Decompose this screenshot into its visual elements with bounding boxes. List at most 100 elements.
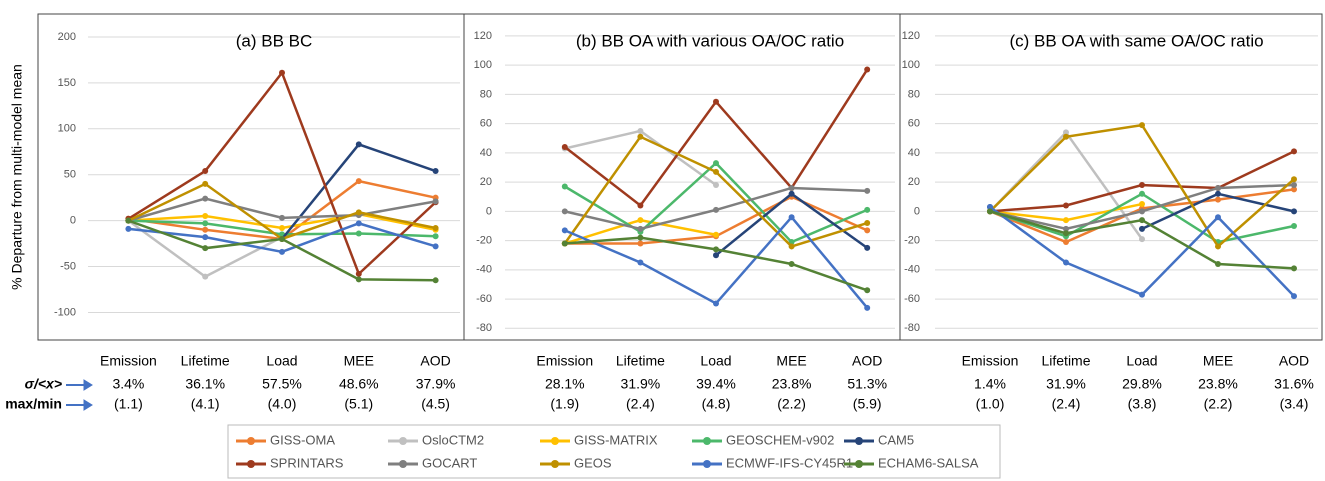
point [561,208,568,215]
point [637,240,644,247]
x-tick-label: Load [1126,353,1157,369]
point [713,246,719,253]
point [1139,217,1145,224]
y-tick-label: 120 [474,30,492,42]
y-tick-label: 20 [908,176,920,188]
stat-maxmin: (5.9) [853,396,882,412]
x-tick-label: Load [266,353,297,369]
point [788,243,795,250]
y-tick-label: -20 [476,234,492,246]
point [637,127,644,134]
point [1063,129,1069,136]
point [1291,148,1297,155]
point [713,252,719,259]
stat-maxmin: (2.4) [1052,396,1081,412]
y-tick-label: 50 [64,169,76,181]
point [1139,201,1145,208]
legend-label: ECHAM6-SALSA [878,455,979,470]
point [355,276,362,283]
point [1063,259,1069,266]
point [202,234,209,241]
point [279,69,285,76]
y-tick-label: 0 [914,205,920,217]
stat-maxmin: (1.0) [976,396,1005,412]
point [1139,208,1145,215]
y-tick-label: 0 [70,215,76,227]
y-tick-label: 60 [908,118,920,130]
point [864,220,871,227]
y-axis-label: % Departure from multi-model mean [9,64,25,290]
point [202,180,209,187]
row-label: σ/<x> [25,376,62,392]
point [864,66,871,73]
chart-title: (c) BB OA with same OA/OC ratio [1009,31,1263,50]
y-tick-label: -40 [476,264,492,276]
stat-maxmin: (5.1) [344,396,373,412]
stat-maxmin: (1.1) [114,396,143,412]
point [1063,225,1069,232]
point [637,259,644,266]
point [202,226,209,233]
stat-ratio: 23.8% [772,376,812,392]
point [1215,196,1221,203]
point [864,304,871,311]
point [987,203,993,210]
point [1291,222,1297,229]
point [864,206,871,213]
point [1291,176,1297,183]
y-tick-label: -100 [54,306,76,318]
x-tick-label: Load [700,353,731,369]
stat-ratio: 3.4% [112,376,144,392]
stat-ratio: 48.6% [339,376,379,392]
y-tick-label: 80 [480,88,492,100]
point [713,231,719,238]
legend-marker [855,460,863,468]
point [202,168,209,175]
point [987,208,993,215]
legend-marker [399,437,407,445]
stat-ratio: 39.4% [696,376,736,392]
point [1215,260,1221,267]
point [1215,214,1221,221]
legend-label: GEOS [574,455,612,470]
legend-box [227,424,1001,479]
legend-label: GISS-MATRIX [574,432,658,447]
point [637,202,644,209]
x-tick-label: MEE [344,353,374,369]
x-tick-label: AOD [1279,353,1309,369]
point [202,195,209,202]
legend-marker [551,437,559,445]
point [864,187,871,194]
point [432,233,439,240]
series-line [127,70,437,277]
stat-ratio: 31.9% [1046,376,1086,392]
y-tick-label: 100 [58,123,76,135]
point [1139,190,1145,197]
y-tick-label: -60 [476,293,492,305]
point [125,225,132,232]
point [713,182,719,189]
point [637,225,644,232]
stat-ratio: 51.3% [847,376,887,392]
point [637,234,644,241]
point [1291,182,1297,189]
x-tick-label: Emission [962,353,1019,369]
legend-label: GISS-OMA [270,432,335,447]
point [432,277,439,284]
y-tick-label: 200 [58,31,76,43]
point [432,224,439,231]
point [713,168,719,175]
stat-maxmin: (2.2) [1204,396,1233,412]
y-tick-label: 40 [480,147,492,159]
stat-ratio: 28.1% [545,376,585,392]
stat-ratio: 23.8% [1198,376,1238,392]
point [1139,182,1145,189]
point [202,220,209,227]
stat-ratio: 36.1% [185,376,225,392]
point [1139,236,1145,243]
legend-label: GOCART [422,455,477,470]
point [561,240,568,247]
stat-maxmin: (4.8) [702,396,731,412]
x-tick-label: AOD [852,353,882,369]
stat-maxmin: (1.9) [550,396,579,412]
